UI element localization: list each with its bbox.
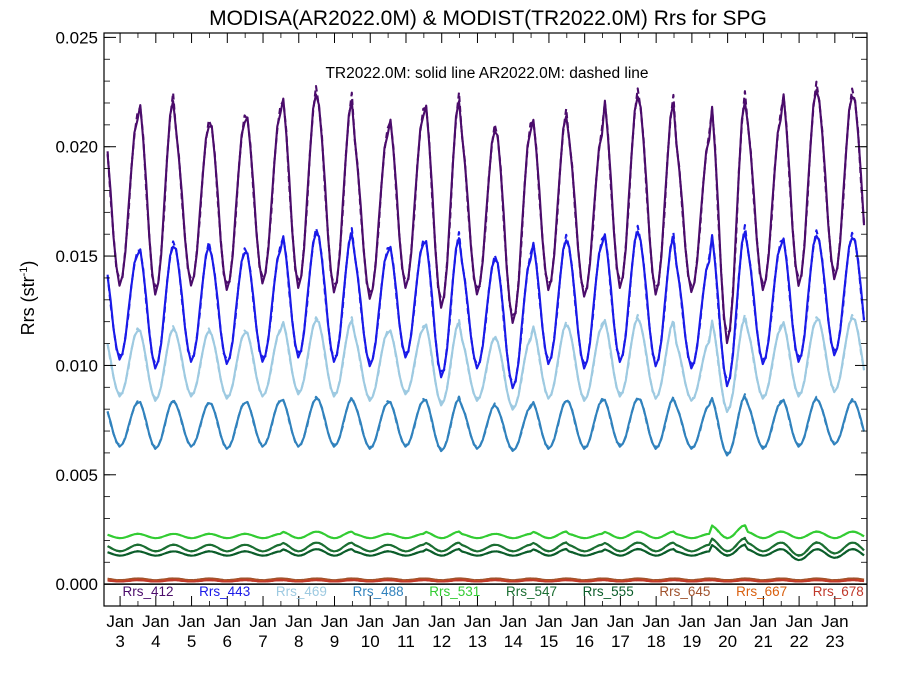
x-tick-year-label: 11	[397, 632, 415, 651]
x-tick-month-label: Jan	[321, 612, 348, 631]
x-tick-year-label: 19	[682, 632, 701, 651]
legend-label: Rrs_469	[276, 584, 327, 599]
legend-label: Rrs_645	[659, 584, 710, 599]
y-tick-label: 0.000	[55, 575, 98, 594]
y-axis-label-superscript: -1	[18, 267, 30, 277]
x-tick-month-label: Jan	[178, 612, 205, 631]
y-tick-label: 0.015	[55, 247, 98, 266]
x-tick-year-label: 15	[539, 632, 558, 651]
legend-label: Rrs_443	[199, 584, 250, 599]
series-line-rrs-555-dashed	[107, 543, 865, 561]
legend-label: Rrs_555	[583, 584, 634, 599]
x-tick-month-label: Jan	[535, 612, 562, 631]
series-line-rrs-469-dashed	[106, 313, 866, 410]
x-tick-month-label: Jan	[678, 612, 705, 631]
x-tick-month-label: Jan	[106, 612, 133, 631]
x-tick-month-label: Jan	[249, 612, 276, 631]
y-tick-label: 0.010	[55, 356, 98, 375]
chart-title: MODISA(AR2022.0M) & MODIST(TR2022.0M) Rr…	[209, 7, 767, 30]
series-line-rrs-678-dashed	[107, 579, 865, 583]
series-line-rrs-412-dashed	[106, 80, 866, 334]
y-axis: 0.000 0.005 0.010 0.015 0.020 0.025	[55, 28, 867, 607]
legend: Rrs_412 Rrs_443 Rrs_469 Rrs_488 Rrs_531 Rrs_5…	[122, 584, 863, 599]
legend-label: Rrs_547	[506, 584, 557, 599]
series-line-rrs-531-dashed	[107, 523, 865, 540]
x-tick-year-label: 14	[504, 632, 523, 651]
x-tick-month-label: Jan	[214, 612, 241, 631]
x-tick-year-label: 18	[647, 632, 666, 651]
x-tick-month-label: Jan	[357, 612, 384, 631]
series-line-rrs-547-dashed	[107, 536, 865, 557]
x-tick-month-label: Jan	[464, 612, 491, 631]
x-tick-year-label: 16	[575, 632, 594, 651]
legend-label: Rrs_488	[353, 584, 404, 599]
x-tick-month-label: Jan	[571, 612, 598, 631]
x-tick-year-label: 17	[611, 632, 630, 651]
x-tick-year-label: 13	[468, 632, 487, 651]
legend-label: Rrs_678	[813, 584, 864, 599]
x-tick-month-label: Jan	[821, 612, 848, 631]
x-tick-month-label: Jan	[750, 612, 777, 631]
y-axis-label-main: Rrs (str	[18, 276, 38, 335]
x-tick-month-label: Jan	[392, 612, 419, 631]
x-tick-month-label: Jan	[642, 612, 669, 631]
y-axis-label-close: )	[18, 261, 38, 267]
x-tick-year-label: 3	[115, 632, 124, 651]
series-line-rrs-443-dashed	[106, 224, 866, 384]
x-tick-month-label: Jan	[714, 612, 741, 631]
x-tick-year-label: 21	[754, 632, 773, 651]
legend-label: Rrs_412	[122, 584, 173, 599]
x-tick-month-label: Jan	[142, 612, 169, 631]
series-line-rrs-645-dashed	[107, 577, 865, 582]
y-tick-label: 0.005	[55, 466, 98, 485]
x-tick-year-label: 4	[151, 632, 160, 651]
x-tick-year-label: 12	[432, 632, 451, 651]
x-tick-year-label: 22	[790, 632, 809, 651]
x-tick-month-label: Jan	[285, 612, 312, 631]
y-tick-label: 0.025	[55, 28, 98, 47]
x-tick-year-label: 9	[330, 632, 339, 651]
y-tick-label: 0.020	[55, 138, 98, 157]
legend-label: Rrs_531	[429, 584, 480, 599]
legend-label: Rrs_667	[736, 584, 787, 599]
line-style-annotation: TR2022.0M: solid line AR2022.0M: dashed …	[325, 65, 648, 82]
series-line-rrs-531-solid	[107, 524, 865, 540]
x-tick-year-label: 20	[718, 632, 737, 651]
plot-series-group	[104, 80, 867, 585]
x-tick-year-label: 8	[294, 632, 303, 651]
x-tick-month-label: Jan	[499, 612, 526, 631]
x-tick-year-label: 23	[825, 632, 844, 651]
x-tick-month-label: Jan	[428, 612, 455, 631]
series-line-rrs-488-dashed	[106, 393, 866, 455]
x-tick-year-label: 7	[258, 632, 267, 651]
x-tick-year-label: 10	[361, 632, 380, 651]
x-axis: Jan3Jan4Jan5Jan6Jan7Jan8Jan9Jan10Jan11Ja…	[106, 33, 854, 651]
x-tick-month-label: Jan	[785, 612, 812, 631]
y-axis-label: Rrs (str-1)	[18, 261, 38, 336]
x-tick-year-label: 5	[187, 632, 196, 651]
x-tick-year-label: 6	[223, 632, 232, 651]
plot-frame	[103, 32, 868, 607]
x-tick-month-label: Jan	[607, 612, 634, 631]
